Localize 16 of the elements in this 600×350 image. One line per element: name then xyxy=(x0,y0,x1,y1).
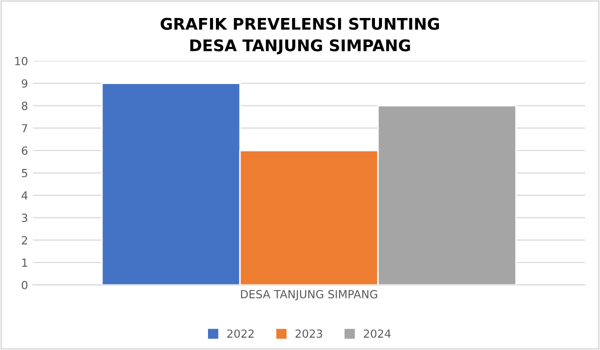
y-tick-label: 5 xyxy=(22,169,28,178)
y-tick-label: 9 xyxy=(22,79,28,88)
y-tick-label: 1 xyxy=(22,258,28,267)
chart-title: GRAFIK PREVELENSI STUNTING DESA TANJUNG SIMPANG xyxy=(160,18,439,54)
legend-label: 2022 xyxy=(227,329,254,338)
y-tick-label: 0 xyxy=(22,280,28,290)
y-tick-label: 3 xyxy=(22,214,28,222)
legend-label: 2024 xyxy=(364,329,391,338)
x-tick-label: DESA TANJUNG SIMPANG xyxy=(241,290,378,300)
y-tick-label: 2 xyxy=(22,236,28,244)
y-tick-label: 10 xyxy=(15,56,28,66)
y-tick-label: 7 xyxy=(22,124,28,132)
y-tick-label: 8 xyxy=(22,102,28,110)
y-tick-label: 6 xyxy=(22,146,28,155)
y-tick-label: 4 xyxy=(22,191,28,200)
legend-label: 2023 xyxy=(296,329,322,338)
